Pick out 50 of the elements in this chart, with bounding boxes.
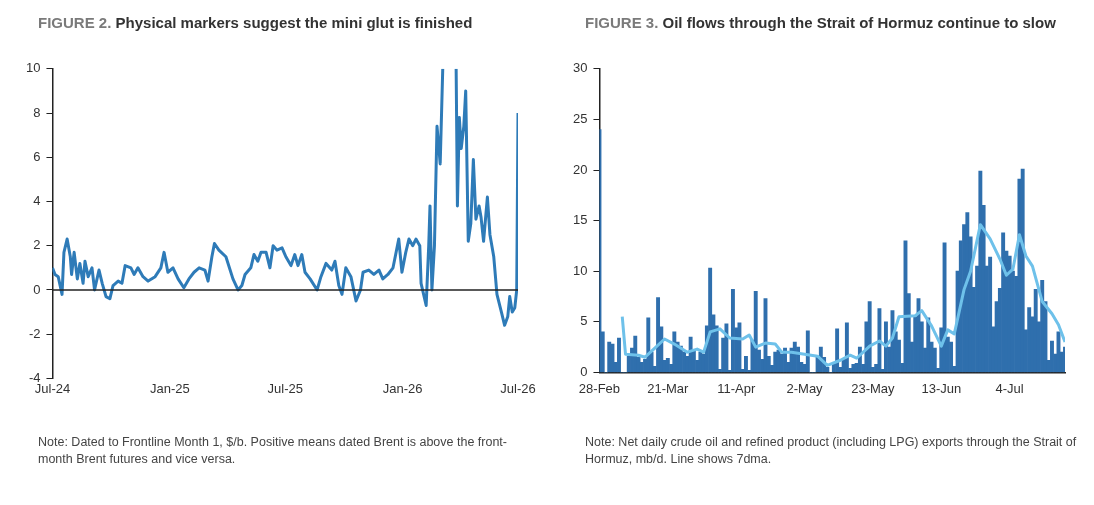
x-tick-label: 21-Mar bbox=[647, 380, 690, 396]
y-tick-label: 25 bbox=[572, 110, 588, 126]
y-tick-label: 10 bbox=[25, 60, 41, 76]
chart-title: FIGURE 2. Physical markers suggest the mini glut is finished bbox=[38, 14, 473, 31]
bar bbox=[617, 337, 621, 373]
bar bbox=[926, 317, 931, 373]
bar bbox=[867, 301, 872, 373]
bar bbox=[978, 170, 983, 373]
y-tick-label: 2 bbox=[33, 237, 41, 253]
bar bbox=[949, 341, 954, 373]
x-tick-label: 28-Feb bbox=[578, 380, 621, 396]
bar bbox=[646, 317, 651, 373]
x-tick-label: Jan-25 bbox=[149, 380, 190, 396]
y-tick-label: 5 bbox=[580, 313, 588, 329]
y-tick-label: 20 bbox=[572, 161, 588, 177]
y-tick-label: -2 bbox=[28, 325, 41, 341]
y-tick-label: -4 bbox=[28, 369, 41, 385]
bar bbox=[1020, 168, 1025, 373]
x-tick-label: 23-May bbox=[851, 380, 896, 396]
y-tick-label: 0 bbox=[33, 281, 41, 297]
text: Note: Net daily crude oil and refined product (including LPG) exports through the Strait of Hormuz, mb/d. Line shows 7dma. bbox=[585, 434, 1078, 468]
y-tick-label: 8 bbox=[33, 104, 41, 120]
x-tick-label: 2-May bbox=[786, 380, 824, 396]
text: Note: Dated to Frontline Month 1, $/b. Positive means dated Brent is above the front-month Brent futures and vice versa. bbox=[38, 434, 508, 468]
bar bbox=[753, 291, 758, 373]
y-tick-label: 10 bbox=[572, 262, 588, 278]
y-tick-label: 4 bbox=[33, 193, 41, 209]
y-tick-label: 30 bbox=[572, 60, 588, 76]
bar bbox=[835, 328, 840, 373]
bar bbox=[672, 331, 677, 373]
chart-title: FIGURE 3. Oil flows through the Strait of Hormuz continue to slow bbox=[585, 14, 1056, 31]
bar bbox=[744, 355, 748, 373]
bar bbox=[633, 335, 638, 373]
bar bbox=[988, 256, 993, 373]
bar bbox=[805, 330, 810, 373]
y-tick-label: 0 bbox=[580, 363, 588, 379]
x-tick-label: 11-Apr bbox=[717, 380, 756, 396]
bar bbox=[724, 323, 729, 373]
x-tick-label: 4-Jul bbox=[995, 380, 1024, 396]
bar bbox=[844, 322, 849, 373]
x-tick-label: Jul-26 bbox=[500, 380, 536, 396]
x-tick-label: 13-Jun bbox=[921, 380, 962, 396]
bar bbox=[1040, 279, 1045, 373]
bar bbox=[737, 322, 742, 373]
bar bbox=[877, 308, 882, 373]
x-tick-label: Jan-26 bbox=[382, 380, 423, 396]
x-tick-label: Jul-25 bbox=[267, 380, 303, 396]
y-tick-label: 15 bbox=[572, 212, 588, 228]
y-tick-label: 6 bbox=[33, 148, 41, 164]
bar bbox=[965, 212, 970, 373]
